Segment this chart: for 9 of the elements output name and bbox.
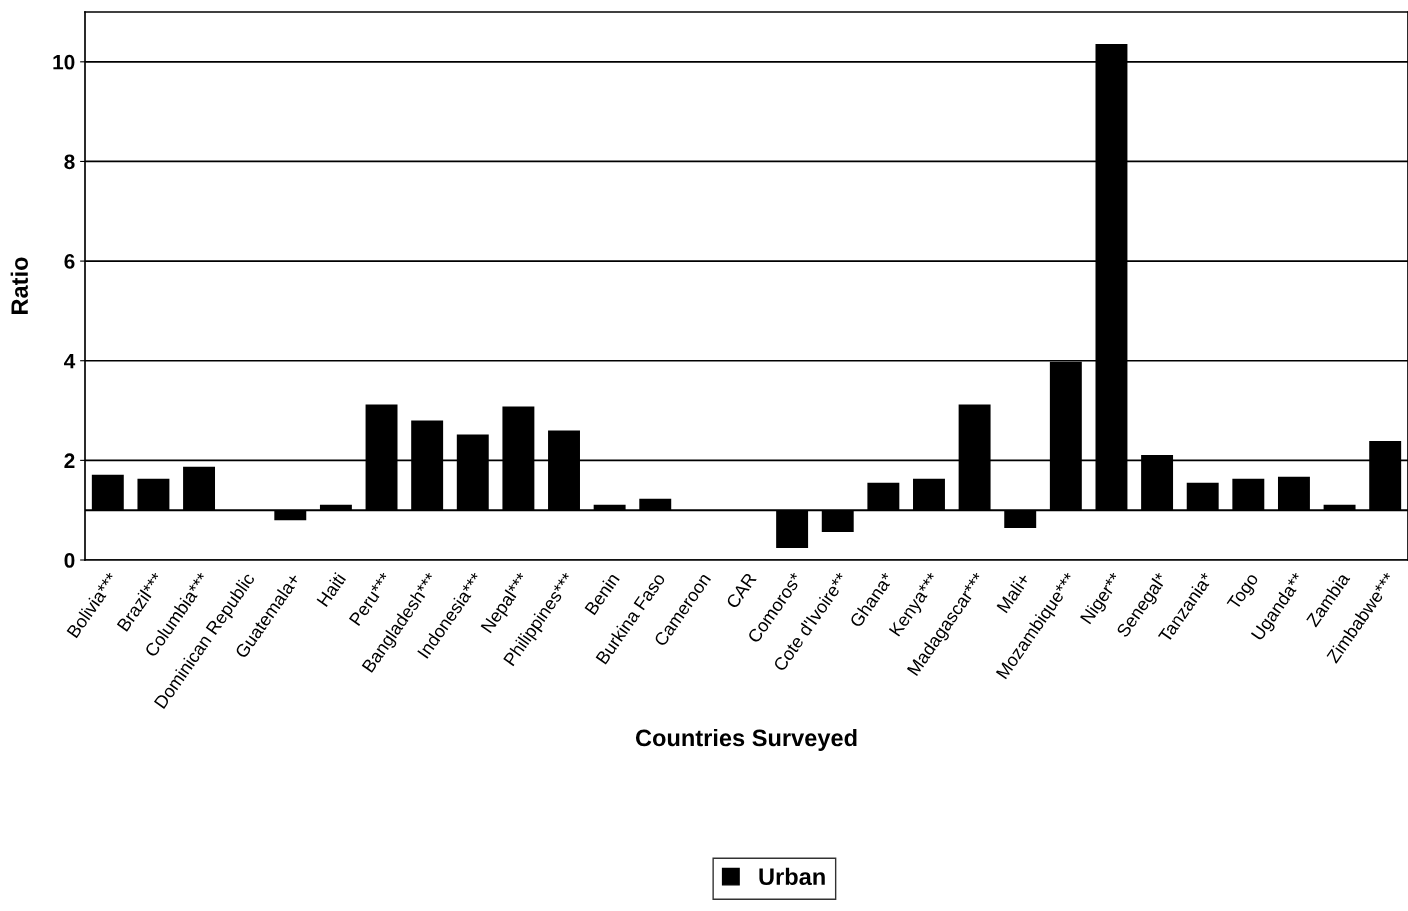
y-tick-label: 0 bbox=[64, 553, 75, 568]
legend-label: Urban bbox=[759, 867, 825, 886]
y-tick-label: 2 bbox=[64, 453, 75, 468]
x-axis-title: Countries Surveyed bbox=[635, 728, 857, 751]
y-tick-label: 4 bbox=[64, 353, 76, 369]
y-tick-label: 8 bbox=[64, 154, 75, 170]
y-tick-label: 6 bbox=[64, 254, 75, 269]
y-tick-label: 10 bbox=[53, 54, 75, 70]
y-axis-title: Ratio bbox=[10, 257, 28, 314]
